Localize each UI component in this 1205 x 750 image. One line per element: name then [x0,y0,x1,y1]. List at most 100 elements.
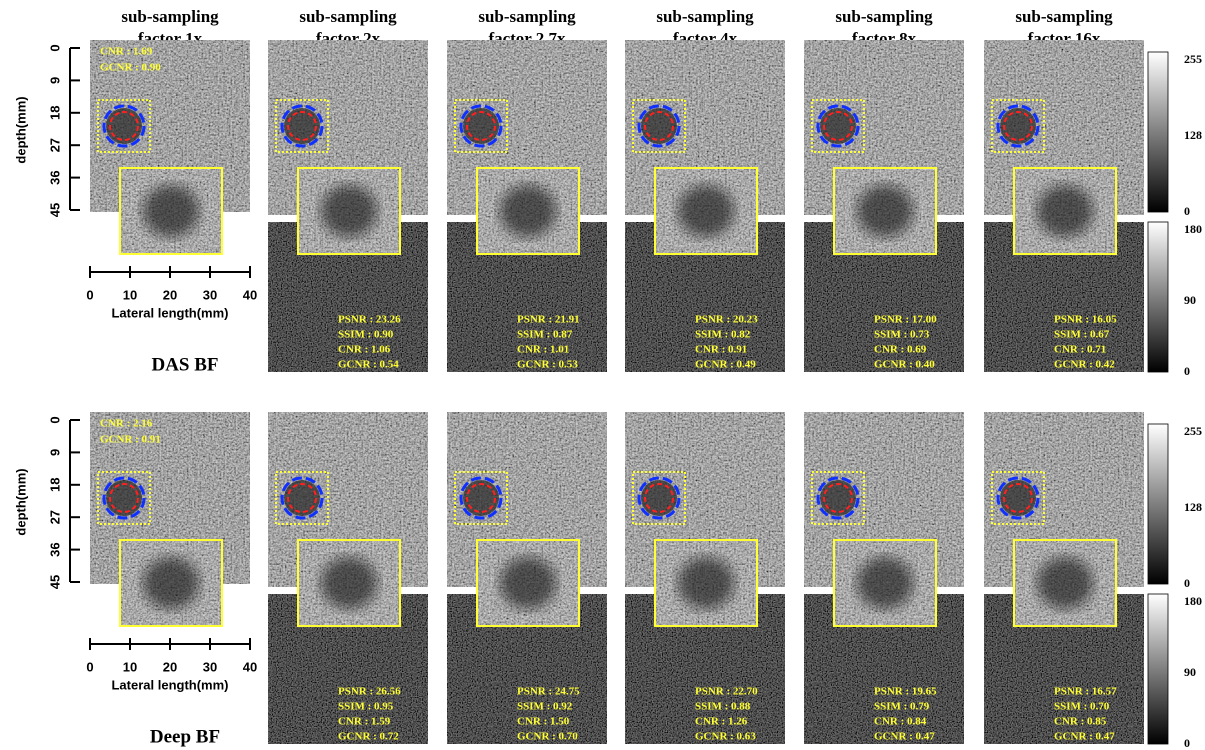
panel-metric: CNR : 1.50 [517,716,570,728]
colorbar-label: 128 [1184,128,1202,142]
depth-axis-label: depth(mm) [13,96,28,163]
lateral-tick-label: 10 [123,659,137,674]
colorbar-label: 90 [1184,665,1196,679]
column-title: sub-sampling [299,7,397,26]
panel-metric: SSIM : 0.73 [874,329,930,341]
depth-tick-label: 36 [47,542,62,556]
column-title: sub-sampling [121,7,219,26]
depth-tick-label: 9 [47,449,62,456]
panel-metric: GCNR : 0.42 [1054,359,1115,371]
depth-tick-label: 18 [47,478,62,492]
panel-metric: CNR : 0.69 [874,344,927,356]
lesion [820,108,856,144]
zoom-lesion [143,557,199,609]
lateral-tick-label: 0 [86,659,93,674]
reference-metric: GCNR : 0.90 [100,62,161,74]
panel-metric: GCNR : 0.47 [874,731,935,743]
zoom-lesion [1037,557,1093,609]
depth-tick-label: 45 [47,575,62,589]
lesion [463,108,499,144]
panel-metric: CNR : 0.91 [695,344,747,356]
row-label: Deep BF [150,726,220,747]
lesion [106,480,142,516]
zoom-lesion [500,557,556,609]
reference-metric: CNR : 1.69 [100,46,153,58]
lesion [284,108,320,144]
row-label: DAS BF [151,354,218,375]
lesion [641,108,677,144]
panel-metric: PSNR : 21.91 [517,314,580,326]
panel-metric: SSIM : 0.88 [695,701,751,713]
panel-metric: SSIM : 0.90 [338,329,394,341]
zoom-lesion [678,557,734,609]
colorbar [1148,594,1168,744]
colorbar-label: 180 [1184,222,1202,236]
colorbar-label: 0 [1184,204,1190,218]
depth-tick-label: 9 [47,77,62,84]
panel-metric: SSIM : 0.70 [1054,701,1110,713]
panel-metric: SSIM : 0.67 [1054,329,1110,341]
panel-metric: PSNR : 24.75 [517,686,580,698]
depth-tick-label: 18 [47,106,62,120]
panel-metric: GCNR : 0.72 [338,731,399,743]
depth-axis-label: depth(mm) [13,468,28,535]
zoom-lesion [857,185,913,237]
lateral-axis-label: Lateral length(mm) [111,677,228,692]
reference-metric: GCNR : 0.91 [100,434,161,446]
panel-metric: GCNR : 0.49 [695,359,756,371]
zoom-lesion [857,557,913,609]
panel-metric: GCNR : 0.63 [695,731,756,743]
lateral-tick-label: 20 [163,659,177,674]
reference-metric: CNR : 2.16 [100,418,153,430]
panel-metric: GCNR : 0.40 [874,359,935,371]
lesion [1000,108,1036,144]
column-title: sub-sampling [835,7,933,26]
lateral-tick-label: 30 [203,659,217,674]
lesion [820,480,856,516]
panel-metric: PSNR : 19.65 [874,686,937,698]
zoom-lesion [678,185,734,237]
depth-tick-label: 27 [47,138,62,152]
panel-metric: GCNR : 0.53 [517,359,578,371]
colorbar-label: 180 [1184,594,1202,608]
lateral-tick-label: 10 [123,287,137,302]
lateral-tick-label: 20 [163,287,177,302]
lesion [106,108,142,144]
panel-metric: GCNR : 0.47 [1054,731,1115,743]
depth-tick-label: 45 [47,203,62,217]
depth-tick-label: 0 [47,416,62,423]
colorbar-label: 90 [1184,293,1196,307]
colorbar [1148,424,1168,584]
figure: sub-samplingfactor 1xsub-samplingfactor … [0,0,1205,750]
colorbar-label: 0 [1184,736,1190,750]
lesion [284,480,320,516]
lateral-tick-label: 0 [86,287,93,302]
panel-metric: CNR : 1.26 [695,716,748,728]
panel-metric: SSIM : 0.79 [874,701,930,713]
lateral-tick-label: 40 [243,659,257,674]
panel-metric: PSNR : 23.26 [338,314,401,326]
panel-metric: CNR : 0.85 [1054,716,1107,728]
panel-metric: PSNR : 22.70 [695,686,758,698]
lateral-tick-label: 40 [243,287,257,302]
lateral-axis-label: Lateral length(mm) [111,305,228,320]
column-title: sub-sampling [478,7,576,26]
zoom-lesion [321,185,377,237]
colorbar-label: 0 [1184,576,1190,590]
panel-metric: CNR : 1.59 [338,716,391,728]
zoom-lesion [1037,185,1093,237]
panel-metric: PSNR : 20.23 [695,314,758,326]
depth-tick-label: 0 [47,44,62,51]
panel-metric: CNR : 0.84 [874,716,927,728]
panel-metric: SSIM : 0.95 [338,701,394,713]
panel-metric: SSIM : 0.87 [517,329,573,341]
panel-metric: PSNR : 16.05 [1054,314,1117,326]
colorbar [1148,222,1168,372]
column-title: sub-sampling [656,7,754,26]
zoom-lesion [143,185,199,237]
lesion [1000,480,1036,516]
panel-metric: CNR : 0.71 [1054,344,1106,356]
panel-metric: GCNR : 0.54 [338,359,399,371]
column-title: sub-sampling [1015,7,1113,26]
panel-metric: PSNR : 26.56 [338,686,401,698]
